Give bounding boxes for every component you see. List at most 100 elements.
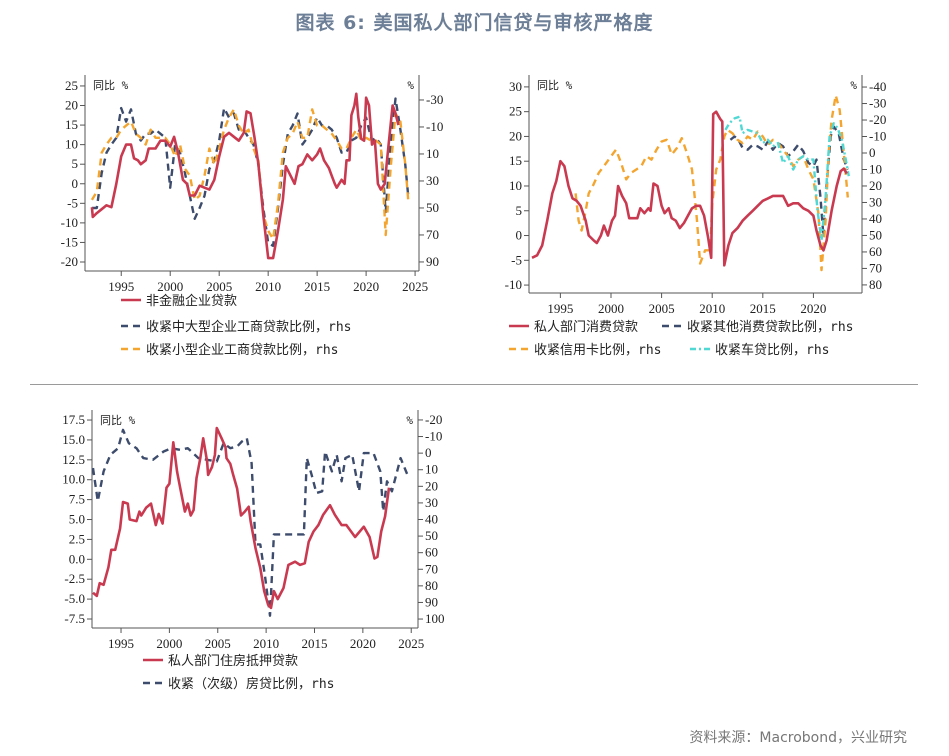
chart-3: 17.5 15.0 12.5 10.0 7.5 5.0 2.5 0.0 -2.5 -5.0 -7.5…: [62, 410, 445, 692]
y-tick-label: 10: [65, 137, 78, 152]
y-tick-label: 5: [516, 203, 523, 218]
chart-1: 2520151050-5-10-15-20-30-101030507090199…: [61, 75, 443, 358]
series-line-2: [91, 97, 410, 247]
y-axis-unit-label: 同比 %: [537, 79, 573, 92]
y-tick-label: 10: [509, 178, 522, 193]
y-tick-label: 17.5: [62, 412, 85, 427]
series-line-2: [729, 125, 849, 239]
x-tick-label: 2020: [350, 636, 376, 651]
y-tick-label: -20: [61, 254, 78, 269]
y2-tick-label: -30: [426, 92, 443, 107]
y2-tick-label: -20: [869, 112, 886, 127]
y2-axis-unit-label: %: [407, 79, 414, 92]
y2-tick-label: 70: [425, 561, 438, 576]
y-axis-unit-label: 同比 %: [100, 414, 136, 427]
y-tick-label: 7.5: [69, 492, 85, 507]
y-axis-unit-label: 同比 %: [93, 79, 129, 92]
x-tick-label: 2000: [598, 301, 624, 316]
series-line-1: [531, 110, 848, 267]
series-line-3: [90, 108, 410, 241]
y2-tick-label: 80: [869, 277, 882, 292]
y2-tick-label: 40: [869, 211, 882, 226]
legend-label: 收紧中大型企业工商贷款比例，rhs: [146, 319, 351, 335]
y2-tick-label: 10: [426, 146, 439, 161]
y-tick-label: -10: [505, 277, 522, 292]
y2-tick-label: 70: [869, 260, 882, 275]
y-tick-label: -5: [67, 195, 78, 210]
legend-label: 私人部门住房抵押贷款: [168, 653, 298, 669]
legend-label: 非金融企业贷款: [146, 293, 237, 309]
y-tick-label: 12.5: [62, 452, 85, 467]
x-tick-label: 2010: [699, 301, 725, 316]
y2-tick-label: 80: [425, 578, 438, 593]
y2-tick-label: -10: [869, 129, 886, 144]
y2-tick-label: 30: [426, 173, 439, 188]
y-tick-label: 5.0: [69, 512, 85, 527]
y2-tick-label: 90: [426, 254, 439, 269]
y-tick-label: 15.0: [62, 432, 85, 447]
x-tick-label: 2015: [750, 301, 776, 316]
y2-tick-label: 0: [869, 145, 876, 160]
y-tick-label: -5: [511, 252, 522, 267]
x-tick-label: 2015: [301, 636, 327, 651]
y-tick-label: 0: [72, 176, 79, 191]
y-tick-label: 20: [509, 128, 522, 143]
y2-tick-label: 60: [425, 545, 438, 560]
y2-tick-label: 10: [425, 462, 438, 477]
x-tick-label: 1995: [547, 301, 573, 316]
figure-title: 图表 6: 美国私人部门信贷与审核严格度: [295, 12, 654, 34]
x-tick-label: 2020: [353, 279, 379, 294]
y-tick-label: -2.5: [64, 571, 85, 586]
legend-label: 私人部门消费贷款: [534, 320, 638, 335]
y-tick-label: 25: [509, 104, 522, 119]
y2-tick-label: 90: [425, 594, 438, 609]
x-tick-label: 1995: [108, 279, 134, 294]
legend-label: 收紧（次级）房贷比例，rhs: [168, 676, 334, 692]
y-tick-label: -10: [61, 215, 78, 230]
y2-tick-label: 0: [425, 445, 432, 460]
y-tick-label: 15: [65, 117, 78, 132]
y2-tick-label: 60: [869, 244, 882, 259]
y2-tick-label: 20: [869, 178, 882, 193]
y-tick-label: -15: [61, 234, 78, 249]
y2-tick-label: -10: [425, 429, 442, 444]
series-line-1: [90, 92, 400, 260]
divider: [30, 384, 918, 385]
y2-tick-label: 50: [425, 528, 438, 543]
legend-label: 收紧其他消费贷款比例，rhs: [687, 320, 853, 335]
y2-tick-label: -40: [869, 79, 886, 94]
y2-tick-label: 30: [869, 194, 882, 209]
x-tick-label: 2005: [649, 301, 675, 316]
x-tick-label: 2000: [157, 279, 183, 294]
y-tick-label: -5.0: [64, 591, 85, 606]
y2-tick-label: -30: [869, 96, 886, 111]
source-note: 资料来源：Macrobond，兴业研究: [689, 730, 907, 746]
x-tick-label: 2025: [398, 636, 424, 651]
y-tick-label: 2.5: [69, 531, 85, 546]
legend-label: 收紧车贷比例，rhs: [715, 342, 829, 358]
x-tick-label: 1995: [108, 636, 134, 651]
x-tick-label: 2015: [304, 279, 330, 294]
legend-label: 收紧小型企业工商贷款比例，rhs: [146, 342, 338, 358]
y2-tick-label: 10: [869, 161, 882, 176]
y2-tick-label: 20: [425, 478, 438, 493]
x-tick-label: 2000: [156, 636, 182, 651]
y2-tick-label: 100: [425, 611, 445, 626]
y2-tick-label: 70: [426, 227, 439, 242]
y-tick-label: -7.5: [64, 611, 85, 626]
y-tick-label: 10.0: [62, 472, 85, 487]
x-tick-label: 2010: [253, 636, 279, 651]
chart-2: 302520151050-5-10-40-30-20-1001020304050…: [505, 75, 886, 358]
y-tick-label: 0: [516, 228, 523, 243]
y-tick-label: 25: [65, 78, 78, 93]
y-tick-label: 0.0: [69, 551, 85, 566]
y2-tick-label: -10: [426, 119, 443, 134]
y2-axis-unit-label: %: [850, 79, 857, 92]
y2-tick-label: -20: [425, 412, 442, 427]
y2-axis-unit-label: %: [406, 414, 413, 427]
series-line-1: [92, 426, 391, 610]
x-tick-label: 2010: [255, 279, 281, 294]
series-line-2: [91, 428, 409, 617]
x-tick-label: 2005: [205, 636, 231, 651]
